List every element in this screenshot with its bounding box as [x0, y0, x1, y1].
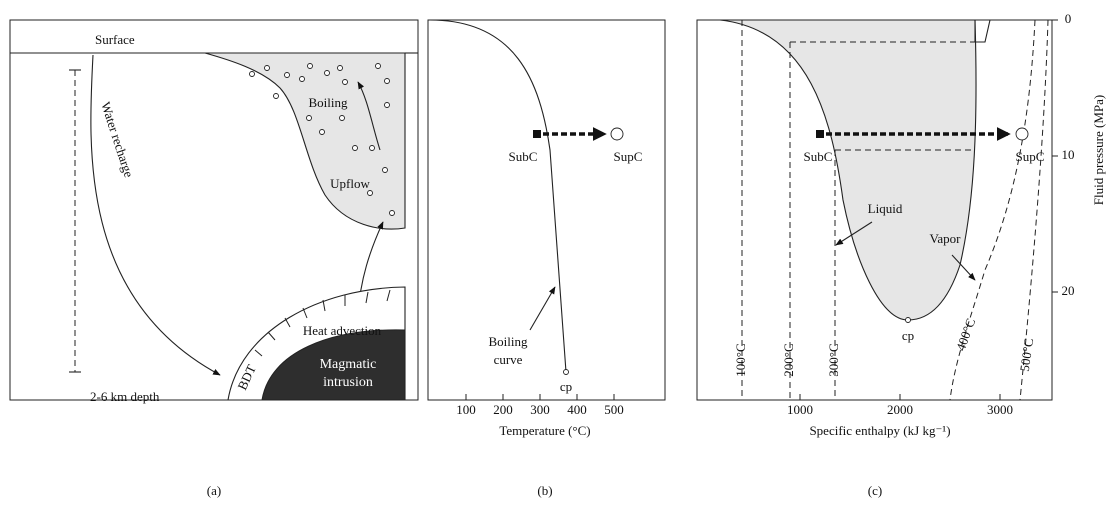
label: Boiling — [488, 334, 528, 349]
x-tick-label: 100 — [456, 402, 476, 417]
label: Upflow — [330, 176, 370, 191]
bdt-hatch — [254, 289, 391, 357]
label: cp — [560, 379, 572, 394]
panel-label: (b) — [537, 483, 552, 498]
panel-label: (a) — [207, 483, 221, 498]
panel-frame — [427, 19, 666, 401]
label: intrusion — [323, 375, 373, 390]
x-tick-label: 2000 — [887, 402, 913, 417]
magmatic-intrusion — [261, 329, 406, 401]
y-tick-label: 10 — [1062, 147, 1075, 162]
panel-frame — [9, 19, 419, 401]
boundary — [974, 19, 991, 43]
label: SubC — [509, 149, 538, 164]
subc-marker — [533, 130, 541, 138]
isotherm-label: 200°C — [781, 343, 796, 376]
isotherm-label: 100°C — [733, 343, 748, 376]
isotherm — [1019, 19, 1049, 401]
panel-c: SubC SupC Liquid Vapor cp 100°C 200°C 30… — [696, 11, 1106, 498]
panel-label: (c) — [868, 483, 882, 498]
pointer-arrow — [951, 254, 976, 281]
x-axis-title: Temperature (°C) — [499, 423, 590, 438]
subc-marker — [816, 130, 824, 138]
x-tick-label: 500 — [604, 402, 624, 417]
two-phase-region — [719, 19, 977, 321]
y-tick-label: 0 — [1065, 11, 1072, 26]
isotherm-label: 400°C — [953, 316, 979, 352]
label: curve — [494, 352, 523, 367]
label: Magmatic — [320, 357, 377, 372]
label: Water recharge — [98, 100, 137, 179]
isotherm-label: 300°C — [826, 343, 841, 376]
isotherm — [949, 19, 1036, 401]
x-tick-label: 200 — [493, 402, 513, 417]
upflow-arrow — [357, 81, 381, 151]
panel-b: SubC SupC Boiling curve cp Temperature (… — [427, 19, 666, 498]
panel-a: Surface Water recharge Boiling Upflow He… — [9, 19, 419, 498]
x-tick-label: 3000 — [987, 402, 1013, 417]
label: 2-6 km depth — [90, 389, 160, 404]
label: cp — [902, 328, 914, 343]
label: Vapor — [929, 231, 961, 246]
isotherm-label: 500°C — [1017, 337, 1036, 372]
label: Boiling — [308, 95, 348, 110]
x-tick-label: 1000 — [787, 402, 813, 417]
pointer-arrow — [529, 286, 556, 331]
x-axis-title: Specific enthalpy (kJ kg⁻¹) — [809, 423, 950, 438]
label: SubC — [804, 149, 833, 164]
supc-marker — [1015, 127, 1029, 141]
critical-point — [563, 369, 569, 375]
label: SupC — [614, 149, 643, 164]
boiling-curve — [429, 19, 567, 373]
y-axis-title: Fluid pressure (MPa) — [1091, 95, 1106, 206]
y-tick-label: 20 — [1062, 283, 1075, 298]
label: Surface — [95, 32, 135, 47]
boiling-zone — [204, 52, 406, 230]
critical-point — [905, 317, 911, 323]
bubbles — [249, 63, 395, 216]
x-tick-label: 400 — [567, 402, 587, 417]
supc-marker — [610, 127, 624, 141]
label: Liquid — [868, 201, 903, 216]
pointer-arrow — [835, 221, 873, 246]
label: Heat advection — [303, 323, 382, 338]
label: SupC — [1016, 149, 1045, 164]
recharge-arrow — [90, 54, 221, 376]
x-tick-label: 300 — [530, 402, 550, 417]
